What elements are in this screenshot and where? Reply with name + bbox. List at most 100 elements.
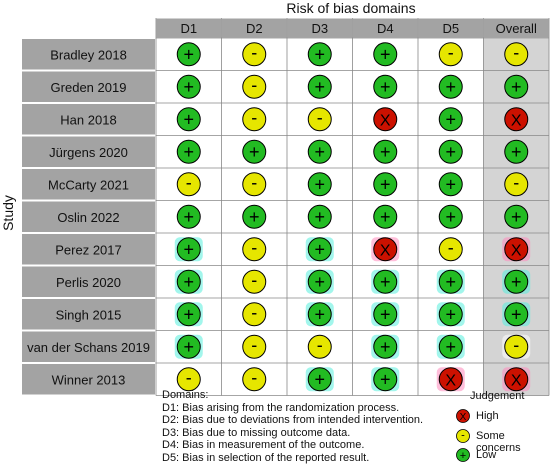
legend-label-some: Some concerns (476, 430, 521, 454)
footer-line-d3: D3: Bias due to missing outcome data. (162, 426, 351, 439)
judgement-symbol: + (380, 44, 391, 64)
judgement-low-mccarty-2021-d4 (373, 172, 398, 197)
judgement-low-greden-2019-d3 (307, 74, 332, 99)
legend-symbol-glyph: + (460, 450, 466, 462)
judgement-low-oslin-2022-d5 (438, 204, 463, 229)
judgement-low-j-rgens-2020-overall (504, 139, 529, 164)
judgement-low-perlis-2020-d5 (438, 269, 463, 294)
judgement-low-mccarty-2021-d5 (438, 172, 463, 197)
judgement-symbol: - (251, 335, 257, 355)
judgement-symbol: + (380, 77, 391, 97)
judgement-low-van-der-schans-2019-d4 (373, 334, 398, 359)
study-label-winner-2013: Winner 2013 (52, 372, 126, 387)
judgement-high-han-2018-d4 (373, 107, 398, 132)
judgement-some-bradley-2018-d5 (438, 42, 463, 67)
judgement-symbol: + (445, 337, 456, 357)
judgement-symbol: + (183, 207, 194, 227)
footer-line-d5: D5: Bias in selection of the reported re… (162, 451, 370, 464)
judgement-symbol: - (513, 42, 519, 62)
study-label-bg (22, 234, 155, 265)
judgement-low-singh-2015-overall (504, 302, 529, 327)
domains-footer: Domains: D1: Bias arising from the rando… (162, 389, 423, 464)
judgement-some-perez-2017-d2 (242, 237, 267, 262)
judgement-symbol: X (511, 112, 522, 129)
judgement-symbol: X (380, 242, 391, 259)
judgement-symbol: X (445, 372, 456, 389)
study-label-han-2018: Han 2018 (60, 112, 116, 127)
judgement-symbol: + (445, 207, 456, 227)
judgement-symbol: + (314, 77, 325, 97)
judgement-symbol: + (183, 272, 194, 292)
judgement-symbol: + (249, 207, 260, 227)
judgement-symbol: - (251, 172, 257, 192)
judgement-symbol: - (513, 172, 519, 192)
judgement-symbol: + (380, 142, 391, 162)
judgement-low-oslin-2022-d2 (242, 204, 267, 229)
judgement-some-winner-2013-d1 (176, 367, 201, 392)
judgement-symbol: - (251, 270, 257, 290)
judgement-symbol: + (183, 337, 194, 357)
study-label-bg (22, 266, 155, 297)
judgement-symbol: + (380, 304, 391, 324)
study-label-bg (22, 331, 155, 362)
header-label-d5: D5 (442, 21, 459, 36)
judgement-symbol: + (314, 369, 325, 389)
study-label-bg (22, 169, 155, 200)
judgement-symbol: + (511, 304, 522, 324)
judgement-some-singh-2015-d2 (242, 302, 267, 327)
judgement-some-bradley-2018-overall (504, 42, 529, 67)
judgement-low-singh-2015-d5 (438, 302, 463, 327)
study-label-perlis-2020: Perlis 2020 (56, 275, 121, 290)
judgement-symbol: + (445, 77, 456, 97)
judgement-symbol: - (251, 237, 257, 257)
judgement-symbol: + (314, 142, 325, 162)
judgement-low-winner-2013-d3 (307, 367, 332, 392)
judgement-symbol: - (448, 237, 454, 257)
judgement-some-van-der-schans-2019-overall (504, 334, 529, 359)
header-label-d2: D2 (246, 21, 263, 36)
judgement-some-bradley-2018-d2 (242, 42, 267, 67)
judgement-symbol: + (183, 304, 194, 324)
judgement-symbol: + (314, 272, 325, 292)
judgement-low-mccarty-2021-d3 (307, 172, 332, 197)
footer-line-d4: D4: Bias in measurement of the outcome. (162, 439, 365, 451)
header-label-d3: D3 (311, 21, 328, 36)
judgement-low-bradley-2018-d1 (176, 42, 201, 67)
legend-symbol-glyph: - (461, 430, 465, 442)
study-label-van-der-schans-2019: van der Schans 2019 (27, 340, 150, 355)
judgement-symbol: + (183, 109, 194, 129)
judgement-symbol: + (183, 77, 194, 97)
judgement-symbol: + (445, 174, 456, 194)
judgement-some-van-der-schans-2019-d3 (307, 334, 332, 359)
study-label-perez-2017: Perez 2017 (55, 242, 122, 257)
judgement-symbol: X (511, 372, 522, 389)
judgement-symbol: - (251, 75, 257, 95)
study-label-bg (22, 201, 155, 232)
judgement-low-j-rgens-2020-d1 (176, 139, 201, 164)
judgement-some-perlis-2020-d2 (242, 269, 267, 294)
footer-heading: Domains: (162, 389, 209, 401)
judgement-low-singh-2015-d1 (176, 302, 201, 327)
judgement-symbol: + (249, 142, 260, 162)
judgement-symbol: - (186, 172, 192, 192)
judgement-symbol: + (314, 174, 325, 194)
judgement-low-greden-2019-d4 (373, 74, 398, 99)
judgement-symbol: - (251, 302, 257, 322)
judgement-symbol: + (380, 207, 391, 227)
study-label-bradley-2018: Bradley 2018 (50, 47, 127, 62)
judgement-symbol: + (314, 239, 325, 259)
judgement-symbol: - (251, 42, 257, 62)
study-label-singh-2015: Singh 2015 (56, 307, 122, 322)
judgement-symbol: - (251, 367, 257, 387)
study-label-bg (22, 299, 155, 330)
judgement-some-winner-2013-d2 (242, 367, 267, 392)
judgement-low-greden-2019-d5 (438, 74, 463, 99)
chart-title: Risk of bias domains (286, 0, 416, 16)
judgement-symbol: + (183, 44, 194, 64)
judgement-high-winner-2013-d5 (438, 367, 463, 392)
judgement-some-han-2018-d2 (242, 107, 267, 132)
legend-symbol-high (456, 409, 470, 423)
judgement-low-perlis-2020-d3 (307, 269, 332, 294)
judgement-symbol: X (511, 242, 522, 259)
study-label-j-rgens-2020: Jürgens 2020 (49, 145, 128, 160)
